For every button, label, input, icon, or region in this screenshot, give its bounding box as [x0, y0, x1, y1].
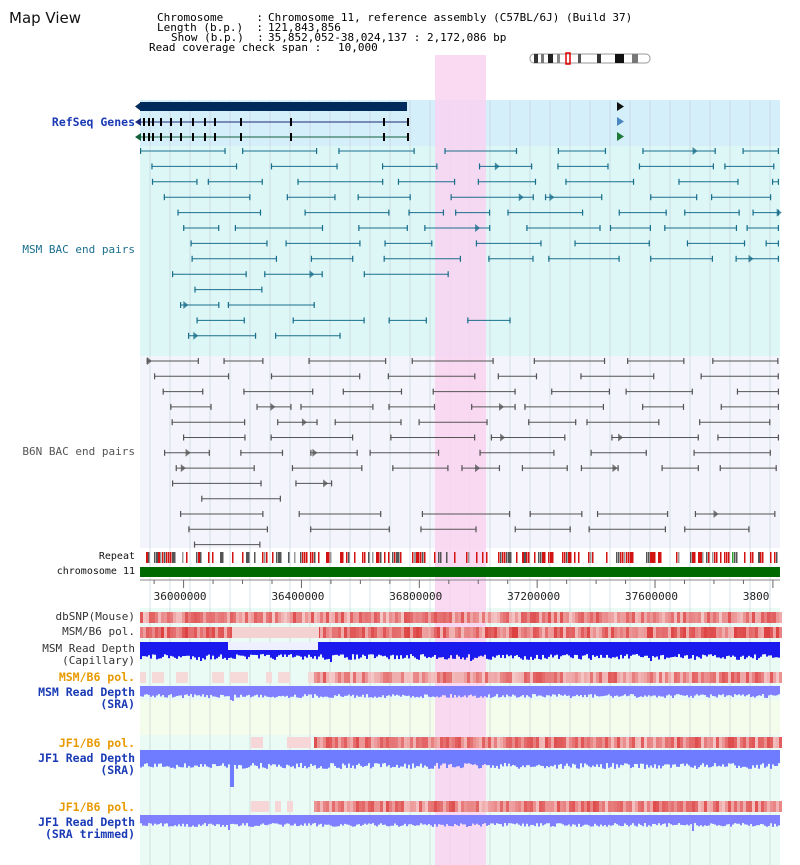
show-value: 35,852,052-38,024,137 : 2,172,086 bp: [268, 31, 507, 44]
axis-tick-label: 37600000: [625, 590, 678, 603]
length-key: Length (b.p.) :: [157, 21, 263, 34]
track-label-msm-pol-1[interactable]: MSM/B6 pol.: [62, 625, 135, 638]
track-label-msm-depth-capillary[interactable]: MSM Read Depth (Capillary): [42, 642, 135, 667]
track-label-msm-pol-2[interactable]: MSM/B6 pol.: [58, 670, 135, 684]
refseq-track: [135, 102, 624, 141]
chromosome-ideogram[interactable]: [529, 52, 651, 65]
axis-tick-label: 36000000: [154, 590, 207, 603]
depth-tracks: [140, 642, 780, 831]
track-label-chromosome[interactable]: chromosome 11: [56, 566, 135, 577]
track-label-jf1-depth-sra[interactable]: JF1 Read Depth (SRA): [38, 751, 135, 777]
axis-tick-label: 37200000: [507, 590, 560, 603]
track-label-dbsnp[interactable]: dbSNP(Mouse): [55, 610, 135, 623]
show-key: Show (b.p.) :: [171, 31, 264, 44]
track-label-repeat[interactable]: Repeat: [98, 551, 135, 562]
heat-tracks: [140, 612, 782, 812]
b6n-bac-track: [146, 357, 779, 548]
track-label-jf1-depth-trim[interactable]: JF1 Read Depth (SRA trimmed): [38, 815, 135, 841]
refseq-gene[interactable]: [140, 102, 407, 111]
length-value: 121,843,856: [268, 21, 341, 34]
chromosome-bar[interactable]: [140, 567, 780, 577]
chromosome-key: Chromosome :: [157, 11, 263, 24]
axis-tick-label: 3800: [743, 590, 770, 603]
axis-tick-label: 36400000: [271, 590, 324, 603]
track-label-msm-bac[interactable]: MSM BAC end pairs: [22, 243, 135, 256]
track-label-refseq[interactable]: RefSeq Genes: [51, 115, 135, 129]
track-label-jf1-pol-1[interactable]: JF1/B6 pol.: [58, 736, 135, 750]
track-label-b6n-bac[interactable]: B6N BAC end pairs: [22, 445, 135, 458]
span-value: 10,000: [338, 41, 378, 54]
repeat-track: [146, 552, 778, 563]
track-label-msm-depth-sra[interactable]: MSM Read Depth (SRA): [38, 685, 135, 711]
msm-bac-track: [140, 147, 782, 340]
track-label-jf1-pol-2[interactable]: JF1/B6 pol.: [58, 800, 135, 814]
chromosome-value: Chromosome 11, reference assembly (C57BL…: [268, 11, 633, 24]
span-key: Read coverage check span :: [149, 41, 322, 54]
page-title: Map View: [9, 9, 82, 27]
position-axis: 36000000 36400000 36800000 37200000 37600000…: [140, 579, 780, 603]
axis-tick-label: 36800000: [389, 590, 442, 603]
